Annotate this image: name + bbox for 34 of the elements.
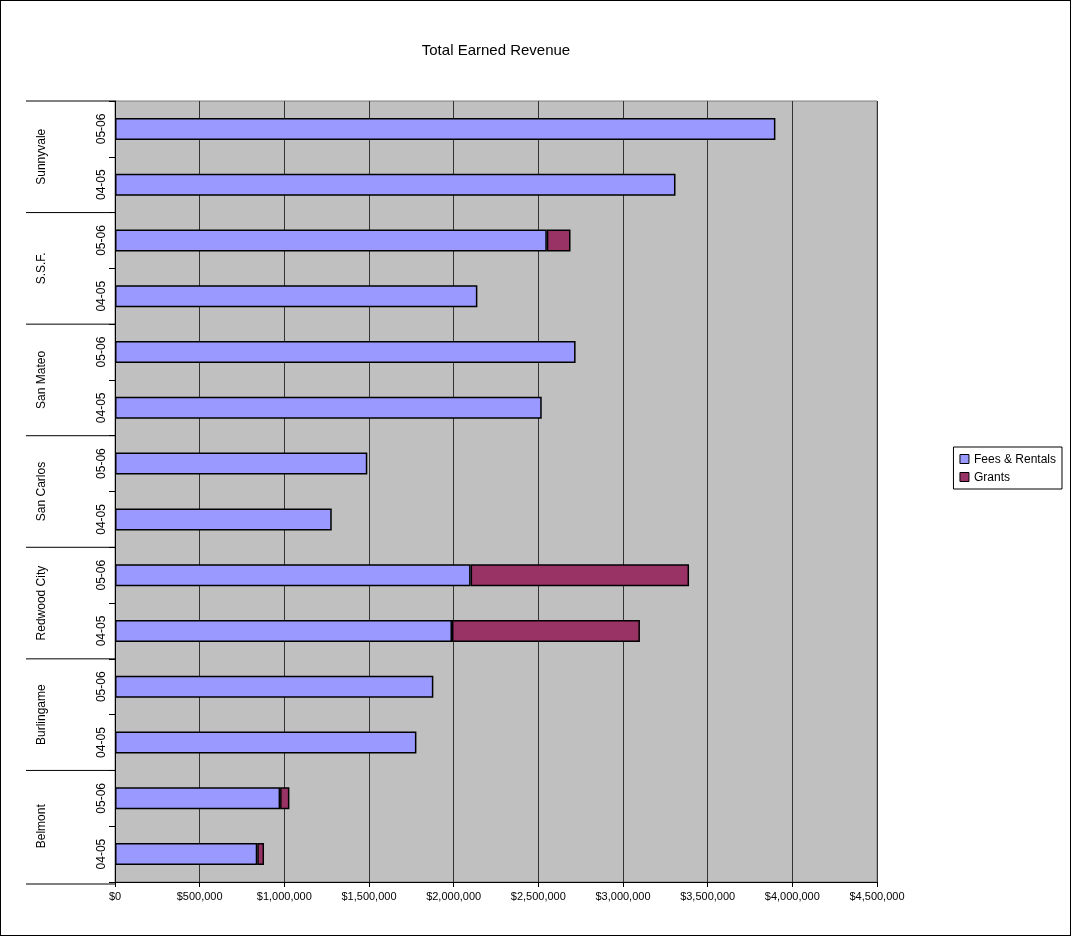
text: San Mateo — [34, 350, 48, 409]
y-tick-label: 05-06 — [94, 336, 108, 368]
x-tick-label: $1,500,000 — [341, 889, 397, 902]
text: Burlingame — [34, 683, 48, 745]
legend-label: Grants — [973, 470, 1010, 484]
y-tick-label: 05-06 — [94, 559, 108, 591]
y-tick-label: 05-06 — [94, 447, 108, 479]
x-tick-label: $2,000,000 — [426, 889, 482, 902]
y-tick-label: 04-05 — [94, 503, 108, 535]
x-tick-label: $4,000,000 — [764, 889, 820, 902]
y-tick-label: 04-05 — [94, 838, 108, 870]
x-tick-label: $4,500,000 — [849, 889, 905, 902]
legend-label: Fees & Rentals — [973, 452, 1057, 466]
y-tick-label: 05-06 — [94, 224, 108, 256]
y-tick-label: 04-05 — [94, 169, 108, 201]
x-tick-label: $500,000 — [176, 889, 223, 902]
y-tick-label: 05-06 — [94, 782, 108, 814]
x-tick-label: $0 — [108, 889, 122, 902]
x-tick-label: $2,500,000 — [510, 889, 566, 902]
text: Sunnyvale — [34, 128, 48, 185]
y-tick-label: 04-05 — [94, 726, 108, 758]
x-tick-label: $3,500,000 — [680, 889, 736, 902]
text: Belmont — [34, 803, 48, 849]
y-tick-label: 05-06 — [94, 113, 108, 145]
x-tick-label: $3,000,000 — [595, 889, 651, 902]
y-tick-label: 04-05 — [94, 615, 108, 647]
y-tick-label: 05-06 — [94, 671, 108, 703]
text: Redwood City — [34, 565, 48, 641]
chart-title: Total Earned Revenue — [421, 41, 571, 58]
y-tick-label: 04-05 — [94, 392, 108, 424]
x-tick-label: $1,000,000 — [256, 889, 312, 902]
y-tick-label: 04-05 — [94, 280, 108, 312]
text: San Carlos — [34, 461, 48, 522]
text: S.S.F. — [34, 252, 48, 285]
